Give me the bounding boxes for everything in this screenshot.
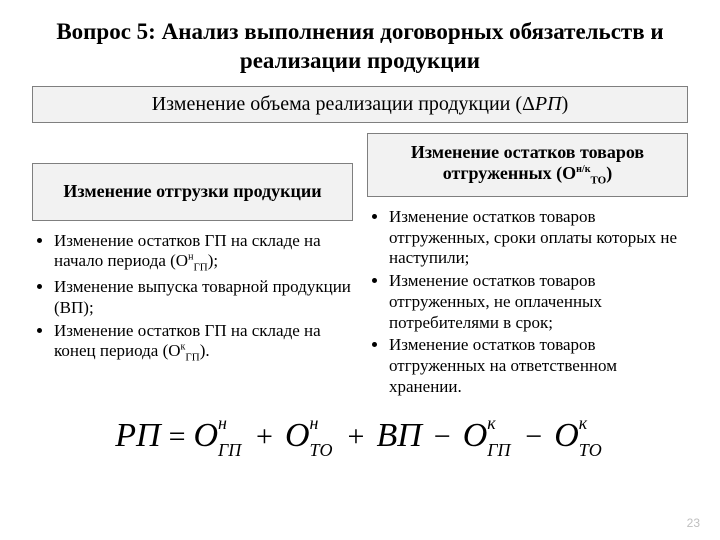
slide: Вопрос 5: Анализ выполнения договорных о… — [0, 0, 720, 455]
left-heading: Изменение отгрузки продукции — [32, 163, 353, 221]
minus-sign: − — [434, 420, 451, 454]
banner-var: РП — [535, 93, 562, 115]
minus-sign: − — [525, 420, 542, 454]
banner-delta: Δ — [522, 93, 535, 115]
right-column: Изменение остатков товаров отгруженных (… — [367, 133, 688, 400]
list-item: Изменение выпуска товарной продукции (ВП… — [54, 277, 351, 318]
list-item: Изменение остатков ГП на складе на начал… — [54, 231, 351, 276]
banner-text-prefix: Изменение объема реализации продукции ( — [152, 93, 522, 115]
right-bullets: Изменение остатков товаров отгруженных, … — [367, 197, 688, 400]
formula-lhs: РП — [115, 417, 160, 454]
list-item: Изменение остатков товаров отгруженных, … — [389, 271, 686, 333]
banner-text-suffix: ) — [562, 93, 569, 115]
plus-sign: + — [256, 420, 273, 454]
plus-sign: + — [348, 420, 365, 454]
main-banner: Изменение объема реализации продукции (Δ… — [32, 86, 688, 123]
list-item: Изменение остатков товаров отгруженных, … — [389, 207, 686, 269]
columns: Изменение отгрузки продукции Изменение о… — [32, 133, 688, 400]
left-column: Изменение отгрузки продукции Изменение о… — [32, 133, 353, 400]
right-heading: Изменение остатков товаров отгруженных (… — [367, 133, 688, 197]
equals-sign: = — [169, 420, 186, 454]
list-item: Изменение остатков товаров отгруженных н… — [389, 335, 686, 397]
left-bullets: Изменение остатков ГП на складе на начал… — [32, 221, 353, 368]
formula: РП = ОнГП + ОнТО + ВП − ОкГП − ОкТО — [32, 417, 688, 455]
slide-title: Вопрос 5: Анализ выполнения договорных о… — [32, 18, 688, 76]
list-item: Изменение остатков ГП на складе на конец… — [54, 321, 351, 366]
page-number: 23 — [687, 516, 700, 530]
